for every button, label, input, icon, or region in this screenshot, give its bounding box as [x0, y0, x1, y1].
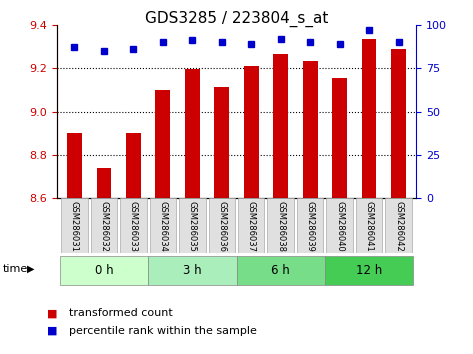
Bar: [209, 198, 235, 253]
Bar: [179, 198, 206, 253]
Bar: [362, 39, 377, 198]
Text: percentile rank within the sample: percentile rank within the sample: [69, 326, 256, 336]
Bar: [61, 198, 88, 253]
Bar: [267, 198, 294, 253]
Bar: [185, 69, 200, 198]
Text: GSM286039: GSM286039: [306, 201, 315, 252]
Bar: [67, 133, 82, 198]
Bar: [156, 90, 170, 198]
Bar: [96, 168, 111, 198]
Bar: [325, 256, 413, 285]
Text: GDS3285 / 223804_s_at: GDS3285 / 223804_s_at: [145, 11, 328, 27]
Text: GSM286038: GSM286038: [276, 201, 285, 252]
Text: ▶: ▶: [27, 264, 35, 274]
Bar: [149, 198, 176, 253]
Text: GSM286033: GSM286033: [129, 201, 138, 252]
Bar: [391, 48, 406, 198]
Text: GSM286031: GSM286031: [70, 201, 79, 252]
Text: 12 h: 12 h: [356, 264, 382, 277]
Bar: [326, 198, 353, 253]
Text: GSM286037: GSM286037: [247, 201, 256, 252]
Bar: [385, 198, 412, 253]
Bar: [297, 198, 324, 253]
Text: transformed count: transformed count: [69, 308, 172, 318]
Bar: [214, 87, 229, 198]
Text: 6 h: 6 h: [272, 264, 290, 277]
Text: 3 h: 3 h: [183, 264, 201, 277]
Bar: [238, 198, 264, 253]
Text: ■: ■: [47, 326, 58, 336]
Text: GSM286040: GSM286040: [335, 201, 344, 252]
Text: GSM286034: GSM286034: [158, 201, 167, 252]
Bar: [244, 66, 259, 198]
Bar: [332, 78, 347, 198]
Bar: [273, 54, 288, 198]
Text: GSM286035: GSM286035: [188, 201, 197, 252]
Bar: [356, 198, 382, 253]
Text: GSM286042: GSM286042: [394, 201, 403, 252]
Text: GSM286041: GSM286041: [365, 201, 374, 252]
Text: GSM286032: GSM286032: [99, 201, 108, 252]
Bar: [303, 61, 317, 198]
Text: ■: ■: [47, 308, 58, 318]
Bar: [60, 256, 148, 285]
Text: GSM286036: GSM286036: [217, 201, 226, 252]
Bar: [120, 198, 147, 253]
Bar: [148, 256, 236, 285]
Text: 0 h: 0 h: [95, 264, 113, 277]
Bar: [91, 198, 117, 253]
Text: time: time: [2, 264, 27, 274]
Bar: [126, 133, 141, 198]
Bar: [236, 256, 325, 285]
